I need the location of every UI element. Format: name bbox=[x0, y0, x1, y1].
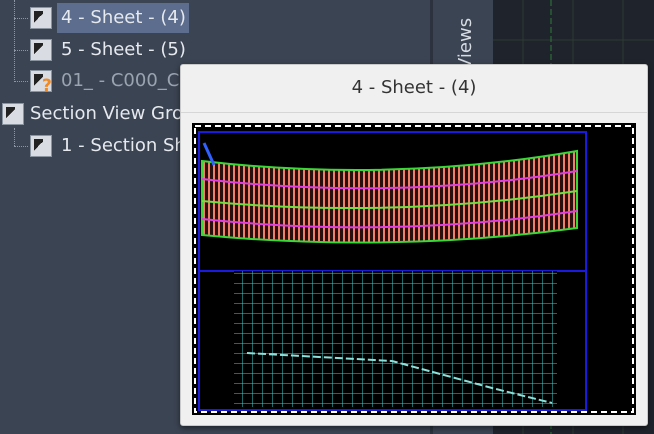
sheet-icon bbox=[30, 70, 52, 92]
separator bbox=[181, 112, 647, 113]
selection-highlight bbox=[57, 3, 189, 33]
side-tab-label: Views bbox=[455, 17, 476, 70]
sheet-icon bbox=[30, 39, 52, 61]
tree-line bbox=[14, 146, 28, 147]
tree-line bbox=[14, 50, 28, 51]
tree-item[interactable]: Section View Gro bbox=[30, 103, 183, 124]
tree-item[interactable]: 01_ - C000_C bbox=[61, 70, 180, 91]
tree-line bbox=[14, 0, 15, 82]
group-icon bbox=[2, 103, 24, 125]
tree-item[interactable]: 4 - Sheet - (4) bbox=[61, 7, 186, 28]
tooltip: 4 - Sheet - (4) bbox=[180, 64, 648, 426]
tree-item[interactable]: 1 - Section Sh bbox=[61, 135, 186, 156]
tree-line bbox=[14, 18, 28, 19]
missing-icon: ? bbox=[42, 76, 52, 96]
sheet-preview bbox=[192, 123, 636, 415]
tree-line bbox=[14, 81, 28, 82]
tree-line bbox=[14, 128, 15, 146]
tooltip-title: 4 - Sheet - (4) bbox=[351, 77, 477, 98]
sheet-icon bbox=[30, 135, 52, 157]
tree-item[interactable]: 5 - Sheet - (5) bbox=[61, 39, 186, 60]
sheet-icon bbox=[30, 7, 52, 29]
